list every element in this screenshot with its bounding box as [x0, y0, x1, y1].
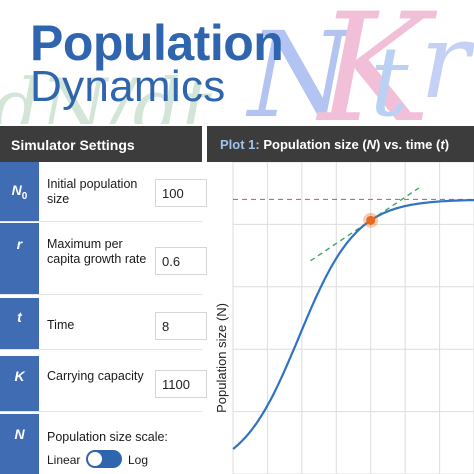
- population-scale-label: Population size scale:: [47, 430, 168, 444]
- growth-rate-input[interactable]: 0.6: [155, 247, 207, 275]
- scale-option-linear[interactable]: Linear: [47, 453, 81, 467]
- app-title-line2: Dynamics: [30, 62, 226, 111]
- chart-grid: [232, 162, 474, 474]
- scale-toggle-knob: [88, 452, 102, 466]
- plot-title: Plot 1: Population size (N) vs. time (t): [207, 126, 474, 162]
- param-label-initial-population: Initial population size: [47, 177, 138, 206]
- param-label-growth-rate: Maximum per capita growth rate: [47, 237, 147, 266]
- title-banner: dN/dt N K t r Population Dynamics: [0, 0, 474, 124]
- plot-title-n: N: [366, 137, 377, 152]
- decorative-k-glyph: K: [318, 0, 431, 124]
- decorative-r-glyph: r: [420, 0, 470, 122]
- param-symbol-k: K: [0, 356, 39, 411]
- param-symbol-n0: N0: [0, 162, 39, 221]
- scale-toggle-switch[interactable]: [86, 450, 122, 468]
- param-row-growth-rate: r Maximum per capita growth rate 0.6: [0, 223, 207, 295]
- initial-population-input[interactable]: 100: [155, 179, 207, 207]
- population-curve: [232, 199, 474, 450]
- param-row-time: t Time 8: [0, 298, 207, 350]
- plot-title-part-3: ): [444, 137, 450, 152]
- decorative-t-glyph: t: [370, 26, 409, 124]
- param-row-population-scale: N Population size scale: Linear Log: [0, 414, 202, 474]
- plot-title-part-1: Population size (: [263, 137, 367, 152]
- settings-header: Simulator Settings: [0, 126, 202, 162]
- time-input[interactable]: 8: [155, 312, 207, 340]
- param-label-carrying-capacity: Carrying capacity: [47, 369, 144, 383]
- plot-number: Plot 1:: [220, 137, 260, 152]
- param-symbol-n-scale: N: [0, 414, 39, 474]
- scale-option-log[interactable]: Log: [128, 453, 149, 467]
- param-row-initial-population: N0 Initial population size 100: [0, 162, 207, 222]
- population-chart[interactable]: Population size (N): [207, 162, 474, 474]
- carrying-capacity-input[interactable]: 1100: [155, 370, 207, 398]
- plot-panel: Plot 1: Population size (N) vs. time (t)…: [207, 126, 474, 474]
- plot-title-t: t: [440, 137, 445, 152]
- plot-title-part-2: ) vs. time (: [376, 137, 441, 152]
- app-title-line1: Population: [30, 15, 284, 71]
- param-label-time: Time: [47, 318, 75, 332]
- current-time-marker[interactable]: [366, 215, 376, 225]
- param-row-carrying-capacity: K Carrying capacity 1100: [0, 356, 207, 412]
- y-axis-label: Population size (N): [214, 303, 229, 413]
- simulator-settings-panel: Simulator Settings N0 Initial population…: [0, 126, 207, 474]
- param-symbol-t: t: [0, 298, 39, 349]
- param-symbol-r: r: [0, 223, 39, 294]
